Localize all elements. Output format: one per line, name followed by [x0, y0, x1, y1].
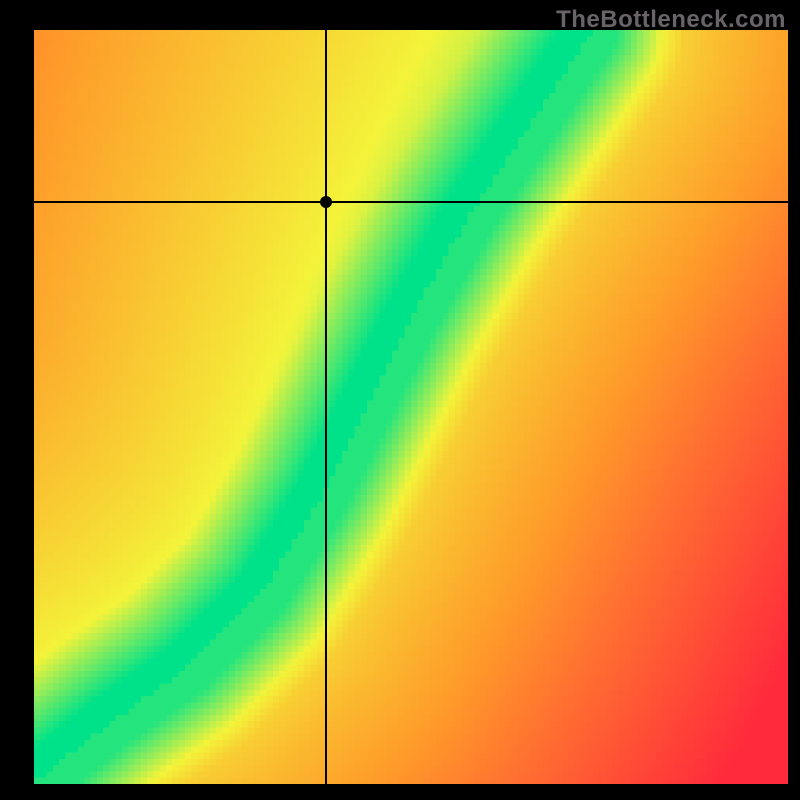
crosshair-horizontal-line: [34, 201, 788, 203]
watermark-text: TheBottleneck.com: [556, 6, 786, 34]
bottleneck-heatmap: [34, 30, 788, 784]
crosshair-vertical-line: [325, 30, 327, 784]
crosshair-marker-point: [320, 196, 332, 208]
